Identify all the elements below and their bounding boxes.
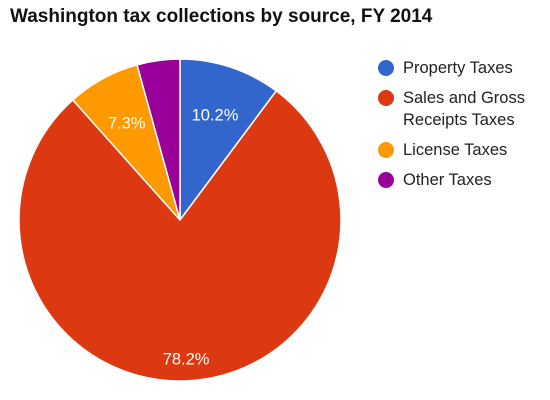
legend-item-sales-taxes: Sales and Gross Receipts Taxes (378, 87, 546, 131)
pie-label-sales-taxes: 78.2% (163, 350, 210, 368)
legend-label-property-taxes: Property Taxes (403, 59, 513, 77)
chart-title: Washington tax collections by source, FY… (10, 6, 433, 27)
pie-label-property-taxes: 10.2% (192, 107, 239, 125)
legend-swatch-property-taxes (378, 60, 394, 76)
legend-swatch-sales-taxes (378, 90, 394, 106)
pie-slice-sales-taxes (18, 89, 342, 382)
legend-item-property-taxes: Property Taxes (378, 57, 546, 79)
pie-slice-property-taxes (179, 58, 278, 223)
legend-item-other-taxes: Other Taxes (378, 169, 546, 191)
legend-swatch-license-taxes (378, 142, 394, 158)
pie-slices (18, 58, 342, 382)
pie-label-license-taxes: 7.3% (108, 114, 146, 132)
pie-labels: 10.2% 78.2% 7.3% (108, 107, 239, 369)
legend-item-license-taxes: License Taxes (378, 139, 546, 161)
legend-label-sales-taxes: Sales and Gross Receipts Taxes (403, 89, 525, 129)
legend-label-other-taxes: Other Taxes (403, 171, 492, 189)
pie-slice-other-taxes (136, 58, 181, 221)
legend: Property Taxes Sales and Gross Receipts … (378, 57, 546, 199)
legend-label-license-taxes: License Taxes (403, 141, 508, 159)
legend-swatch-other-taxes (378, 172, 394, 188)
